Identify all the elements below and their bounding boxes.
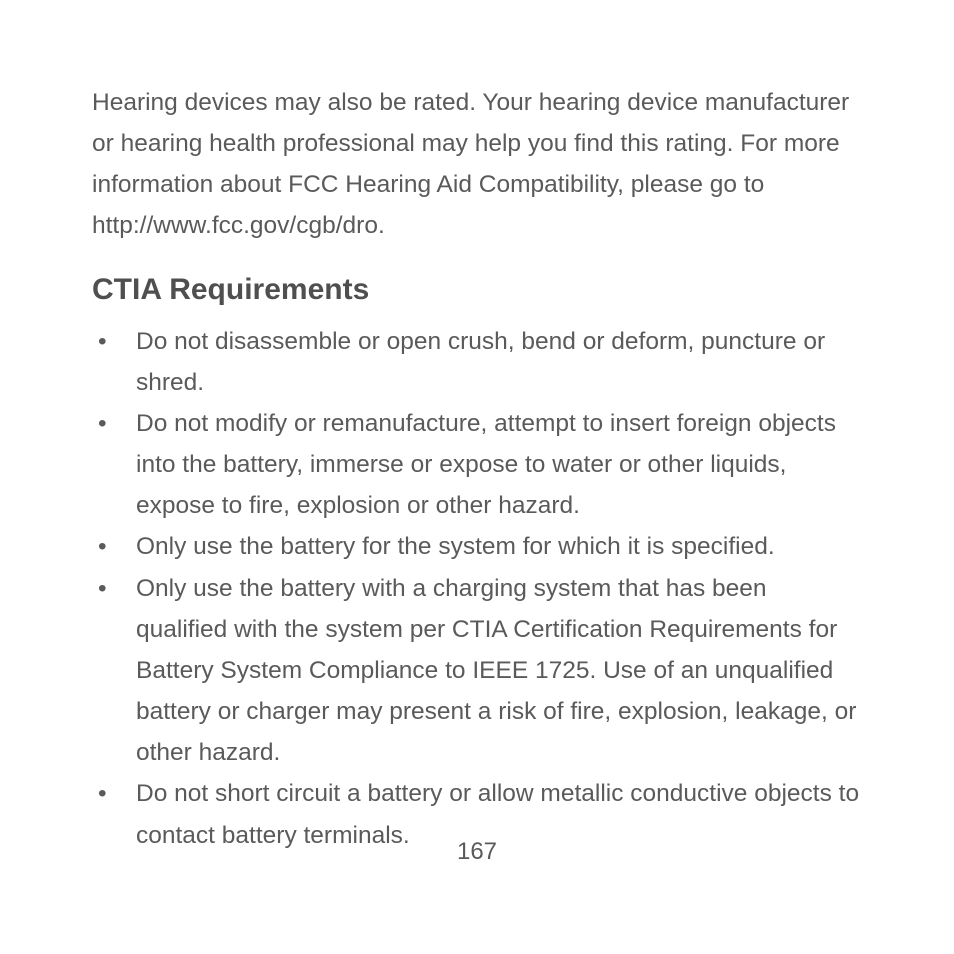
document-page: Hearing devices may also be rated. Your … — [0, 0, 954, 954]
intro-paragraph: Hearing devices may also be rated. Your … — [92, 82, 862, 247]
list-item: Do not disassemble or open crush, bend o… — [92, 321, 862, 403]
list-item: Only use the battery with a charging sys… — [92, 568, 862, 774]
page-number: 167 — [0, 838, 954, 866]
requirements-list: Do not disassemble or open crush, bend o… — [92, 321, 862, 856]
list-item: Only use the battery for the system for … — [92, 526, 862, 567]
list-item: Do not modify or remanufacture, attempt … — [92, 403, 862, 526]
section-heading: CTIA Requirements — [92, 273, 862, 307]
